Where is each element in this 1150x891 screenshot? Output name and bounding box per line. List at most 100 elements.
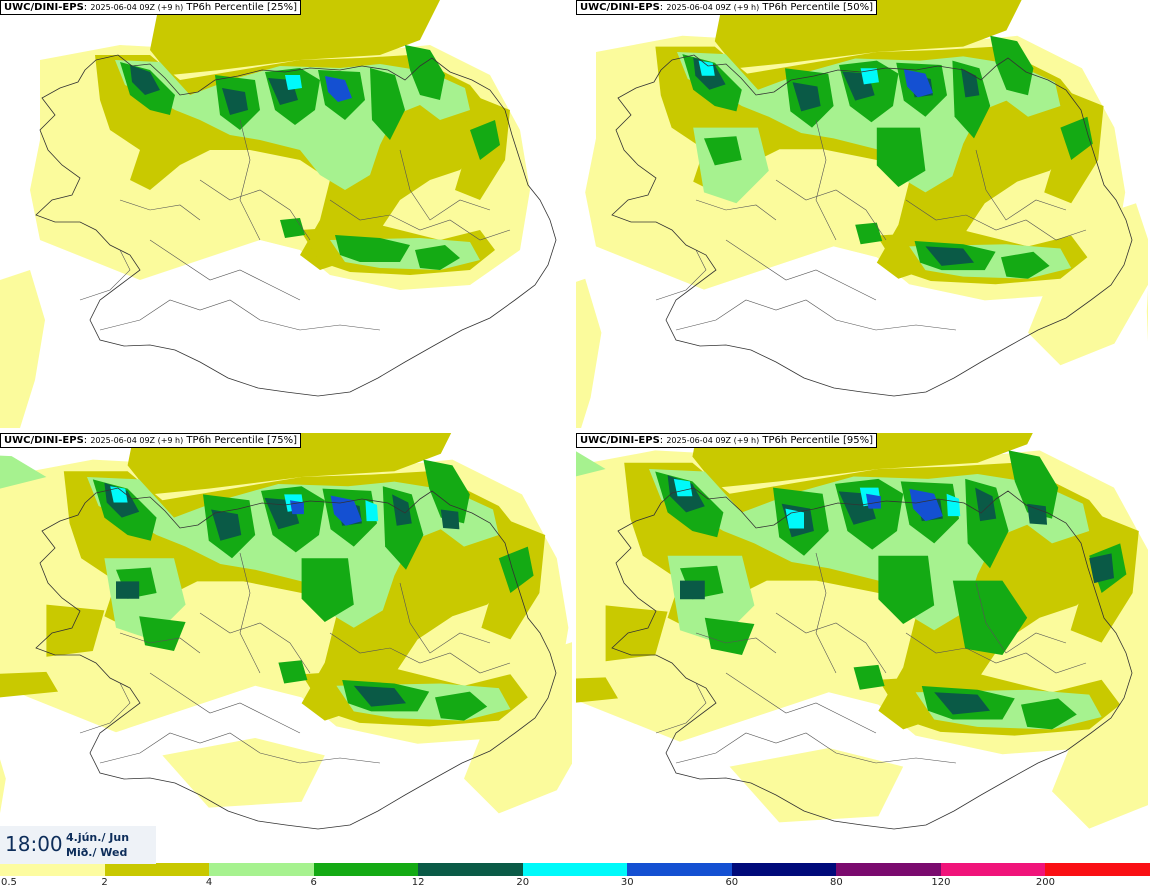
road-line bbox=[399, 582, 491, 654]
panel-title: UWC/DINI-EPS: 2025-06-04 09Z (+9 h) TP6h… bbox=[0, 0, 301, 15]
legend-swatch bbox=[0, 863, 106, 876]
legend-swatch bbox=[836, 863, 942, 876]
precip-area bbox=[952, 580, 1028, 655]
precip-area bbox=[855, 222, 883, 245]
legend-tick-label: 60 bbox=[725, 877, 739, 888]
precip-area bbox=[498, 546, 534, 593]
valid-time-box: 18:00 4.jún./ Jun Mið./ Wed bbox=[0, 826, 156, 864]
precip-area bbox=[576, 451, 606, 477]
precip-area bbox=[415, 245, 460, 270]
precip-area bbox=[1021, 698, 1077, 730]
model-name: UWC/DINI-EPS bbox=[580, 2, 660, 13]
precip-area bbox=[435, 691, 488, 721]
legend-tick-label: 120 bbox=[931, 877, 951, 888]
precip-area bbox=[853, 664, 885, 690]
precip-area bbox=[1028, 203, 1148, 366]
road-line bbox=[725, 239, 877, 301]
legend-swatch bbox=[940, 863, 1046, 876]
precip-area bbox=[1051, 651, 1148, 829]
road-line bbox=[119, 199, 201, 221]
model-name: UWC/DINI-EPS bbox=[580, 435, 660, 446]
precip-area bbox=[150, 0, 440, 75]
color-legend: 0.5 2 4 6 12 20 30 60 80 120 200 bbox=[0, 863, 1150, 891]
coastline bbox=[35, 487, 557, 830]
road-line bbox=[149, 239, 301, 301]
precip-area bbox=[576, 677, 618, 703]
road-line bbox=[79, 682, 131, 734]
road-line bbox=[79, 249, 131, 301]
road-line bbox=[695, 199, 777, 221]
legend-swatch bbox=[313, 863, 419, 876]
precip-area bbox=[46, 604, 105, 657]
variable-name: TP6h Percentile [95%] bbox=[762, 435, 873, 446]
valid-time-clock: 18:00 bbox=[5, 832, 63, 856]
road-line bbox=[775, 179, 887, 241]
legend-swatch bbox=[104, 863, 210, 876]
variable-name: TP6h Percentile [25%] bbox=[186, 2, 297, 13]
precip-area bbox=[680, 580, 705, 600]
precip-area bbox=[370, 68, 405, 140]
precip-area bbox=[876, 127, 926, 187]
precip-area bbox=[729, 748, 904, 823]
precip-area bbox=[698, 60, 715, 76]
valid-date-line2: Mið./ Wed bbox=[66, 846, 128, 859]
precip-area bbox=[470, 120, 500, 160]
precip-area bbox=[714, 0, 1022, 69]
precip-area bbox=[878, 555, 935, 624]
road-line bbox=[655, 682, 707, 734]
precip-area bbox=[704, 136, 742, 166]
panel-title: UWC/DINI-EPS: 2025-06-04 09Z (+9 h) TP6h… bbox=[0, 433, 301, 448]
precip-area bbox=[946, 493, 961, 517]
precip-area bbox=[1146, 288, 1148, 342]
road-line bbox=[725, 672, 877, 734]
precip-area bbox=[1027, 503, 1048, 525]
legend-swatch bbox=[1045, 863, 1150, 876]
run-time: 2025-06-04 09Z (+9 h) bbox=[90, 436, 184, 445]
precip-area bbox=[792, 82, 821, 112]
precip-area bbox=[222, 88, 248, 115]
precip-area bbox=[576, 551, 594, 658]
precipitation-map bbox=[576, 0, 1148, 428]
coastline bbox=[35, 54, 557, 397]
road-line bbox=[199, 179, 311, 241]
legend-swatch bbox=[731, 863, 837, 876]
road-line bbox=[399, 149, 491, 221]
legend-tick-label: 2 bbox=[101, 877, 108, 888]
road-line bbox=[99, 732, 381, 764]
precip-area bbox=[139, 616, 186, 651]
road-line bbox=[675, 299, 957, 331]
precip-area bbox=[127, 433, 452, 495]
precip-area bbox=[0, 455, 47, 489]
precip-area bbox=[301, 558, 354, 622]
valid-date-line1: 4.jún./ Jun bbox=[66, 831, 130, 844]
road-line bbox=[239, 552, 261, 674]
precip-area bbox=[0, 671, 59, 698]
precip-area bbox=[704, 617, 755, 655]
legend-tick-label: 12 bbox=[411, 877, 425, 888]
run-time: 2025-06-04 09Z (+9 h) bbox=[90, 3, 184, 12]
legend-tick-label: 30 bbox=[620, 877, 634, 888]
road-line bbox=[975, 582, 1067, 654]
road-line bbox=[119, 632, 201, 654]
variable-name: TP6h Percentile [50%] bbox=[762, 2, 873, 13]
road-line bbox=[199, 612, 311, 674]
precipitation-map bbox=[0, 0, 557, 428]
precip-area bbox=[965, 478, 1009, 569]
legend-tick-label: 6 bbox=[310, 877, 317, 888]
precip-area bbox=[325, 76, 352, 102]
map-panel-p75: UWC/DINI-EPS: 2025-06-04 09Z (+9 h) TP6h… bbox=[0, 433, 572, 861]
road-line bbox=[905, 632, 1087, 674]
precip-area bbox=[990, 35, 1034, 96]
road-line bbox=[149, 672, 301, 734]
panel-title: UWC/DINI-EPS: 2025-06-04 09Z (+9 h) TP6h… bbox=[576, 0, 877, 15]
precip-area bbox=[961, 68, 980, 98]
precip-area bbox=[392, 494, 412, 526]
precip-area bbox=[576, 278, 602, 428]
precip-area bbox=[110, 486, 128, 503]
precip-area bbox=[0, 270, 45, 428]
road-line bbox=[775, 612, 887, 674]
road-line bbox=[99, 299, 381, 331]
precip-area bbox=[211, 509, 242, 541]
panel-title: UWC/DINI-EPS: 2025-06-04 09Z (+9 h) TP6h… bbox=[576, 433, 877, 448]
legend-swatch bbox=[418, 863, 524, 876]
